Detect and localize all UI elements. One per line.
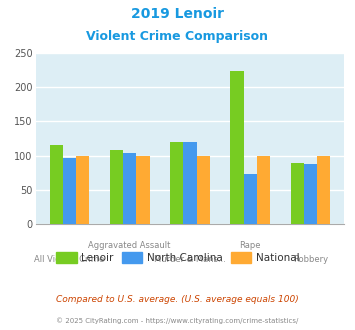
Legend: Lenoir, North Carolina, National: Lenoir, North Carolina, National	[51, 248, 304, 267]
Bar	[136, 156, 149, 224]
Text: Robbery: Robbery	[293, 255, 328, 264]
Text: Violent Crime Comparison: Violent Crime Comparison	[87, 30, 268, 43]
Text: 2019 Lenoir: 2019 Lenoir	[131, 7, 224, 20]
Bar	[244, 174, 257, 224]
Bar	[317, 156, 330, 224]
Bar	[197, 156, 210, 224]
Bar	[230, 71, 244, 224]
Bar	[304, 164, 317, 224]
Text: Compared to U.S. average. (U.S. average equals 100): Compared to U.S. average. (U.S. average …	[56, 295, 299, 304]
Bar	[123, 153, 136, 224]
Bar	[257, 156, 270, 224]
Bar	[110, 149, 123, 224]
Bar	[50, 145, 63, 224]
Bar	[63, 158, 76, 224]
Text: © 2025 CityRating.com - https://www.cityrating.com/crime-statistics/: © 2025 CityRating.com - https://www.city…	[56, 317, 299, 324]
Text: All Violent Crime: All Violent Crime	[34, 255, 104, 264]
Text: Murder & Mans...: Murder & Mans...	[154, 255, 226, 264]
Bar	[183, 142, 197, 224]
Text: Rape: Rape	[239, 241, 261, 250]
Bar	[290, 163, 304, 224]
Bar	[170, 142, 183, 224]
Text: Aggravated Assault: Aggravated Assault	[88, 241, 171, 250]
Bar	[76, 156, 89, 224]
